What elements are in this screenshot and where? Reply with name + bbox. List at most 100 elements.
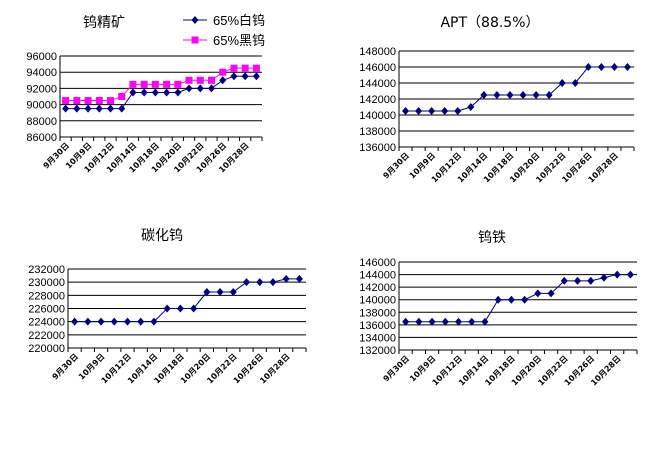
data-point xyxy=(124,317,131,326)
y-tick-label: 222000 xyxy=(28,330,65,342)
chart-4: 钨铁13200013400013600013800014000014200014… xyxy=(359,230,638,387)
data-point xyxy=(151,80,159,88)
data-point xyxy=(243,278,250,287)
data-point xyxy=(402,107,410,115)
series-line xyxy=(65,75,257,110)
data-point xyxy=(84,317,92,326)
data-point xyxy=(454,107,462,115)
data-point xyxy=(428,107,436,115)
legend-label: 65%黑钨 xyxy=(213,33,265,48)
data-point xyxy=(241,72,249,81)
y-tick-label: 142000 xyxy=(359,94,396,106)
data-point xyxy=(107,104,114,113)
data-point xyxy=(129,80,137,88)
y-tick-label: 138000 xyxy=(359,307,396,319)
data-point xyxy=(532,91,540,99)
data-point xyxy=(494,295,502,304)
legend-marker xyxy=(191,16,199,24)
data-point xyxy=(229,288,237,297)
series-line xyxy=(74,278,300,323)
data-point xyxy=(560,276,568,285)
y-tick-label: 228000 xyxy=(28,290,65,302)
data-point xyxy=(574,276,581,285)
data-point xyxy=(196,76,204,84)
data-point xyxy=(151,88,159,97)
x-tick-label: 9月30日 xyxy=(51,352,80,381)
data-point xyxy=(415,107,423,115)
data-point xyxy=(626,270,634,279)
data-point xyxy=(190,304,198,313)
data-point xyxy=(140,80,148,88)
data-point xyxy=(185,84,193,93)
data-point xyxy=(455,317,462,326)
chart-title: APT（88.5%） xyxy=(440,15,539,31)
data-point xyxy=(547,289,555,298)
y-tick-label: 138000 xyxy=(359,126,396,138)
data-point xyxy=(597,63,605,71)
data-point xyxy=(519,91,527,99)
data-point xyxy=(84,104,92,113)
data-point xyxy=(230,64,238,72)
chart-title: 钨铁 xyxy=(478,230,506,246)
data-point xyxy=(506,91,514,99)
y-tick-label: 146000 xyxy=(359,62,396,74)
y-tick-label: 224000 xyxy=(28,317,65,329)
data-point xyxy=(507,295,515,304)
data-point xyxy=(95,97,103,105)
data-point xyxy=(558,79,566,87)
legend-label: 65%白钨 xyxy=(213,13,265,28)
data-point xyxy=(208,76,215,84)
data-point xyxy=(252,72,260,81)
data-point xyxy=(282,274,290,283)
data-point xyxy=(208,84,215,93)
y-tick-label: 146000 xyxy=(359,257,396,269)
y-tick-label: 86000 xyxy=(26,132,57,144)
chart-2: APT（88.5%） 136000 138000 140000 142000 144000… xyxy=(359,15,635,184)
y-tick-label: 136000 xyxy=(359,320,396,332)
data-point xyxy=(185,76,193,84)
data-point xyxy=(163,88,171,97)
y-tick-label: 132000 xyxy=(359,345,396,357)
data-point xyxy=(230,72,238,81)
data-point xyxy=(481,317,489,326)
data-point xyxy=(468,317,476,326)
y-tick-label: 144000 xyxy=(359,270,396,282)
data-point xyxy=(110,317,118,326)
data-point xyxy=(480,91,488,99)
y-tick-label: 134000 xyxy=(359,332,396,344)
y-tick-label: 140000 xyxy=(359,110,396,122)
data-point xyxy=(140,88,148,97)
data-point xyxy=(174,88,182,97)
data-point xyxy=(467,103,475,111)
data-point xyxy=(295,274,303,283)
data-point xyxy=(493,91,501,99)
data-point xyxy=(256,278,264,287)
series-line xyxy=(405,274,631,323)
y-tick-label: 90000 xyxy=(26,100,57,112)
data-point xyxy=(216,288,224,297)
data-point xyxy=(176,304,184,313)
y-tick-label: 92000 xyxy=(26,83,57,95)
y-tick-label: 88000 xyxy=(26,116,57,128)
data-point xyxy=(219,76,227,85)
y-tick-label: 232000 xyxy=(28,264,65,276)
data-point xyxy=(613,270,621,279)
data-point xyxy=(252,64,260,72)
data-point xyxy=(203,288,211,297)
data-point xyxy=(73,104,81,113)
data-point xyxy=(600,273,608,282)
data-point xyxy=(196,84,204,93)
y-tick-label: 96000 xyxy=(26,51,57,63)
data-point xyxy=(129,88,137,97)
data-point xyxy=(534,289,542,298)
data-point xyxy=(241,64,249,72)
data-point xyxy=(174,80,182,88)
data-point xyxy=(163,304,171,313)
data-point xyxy=(571,79,579,87)
data-point xyxy=(428,317,436,326)
series-line xyxy=(405,66,628,112)
data-point xyxy=(137,317,145,326)
data-point xyxy=(269,278,277,287)
y-tick-label: 144000 xyxy=(359,78,396,90)
